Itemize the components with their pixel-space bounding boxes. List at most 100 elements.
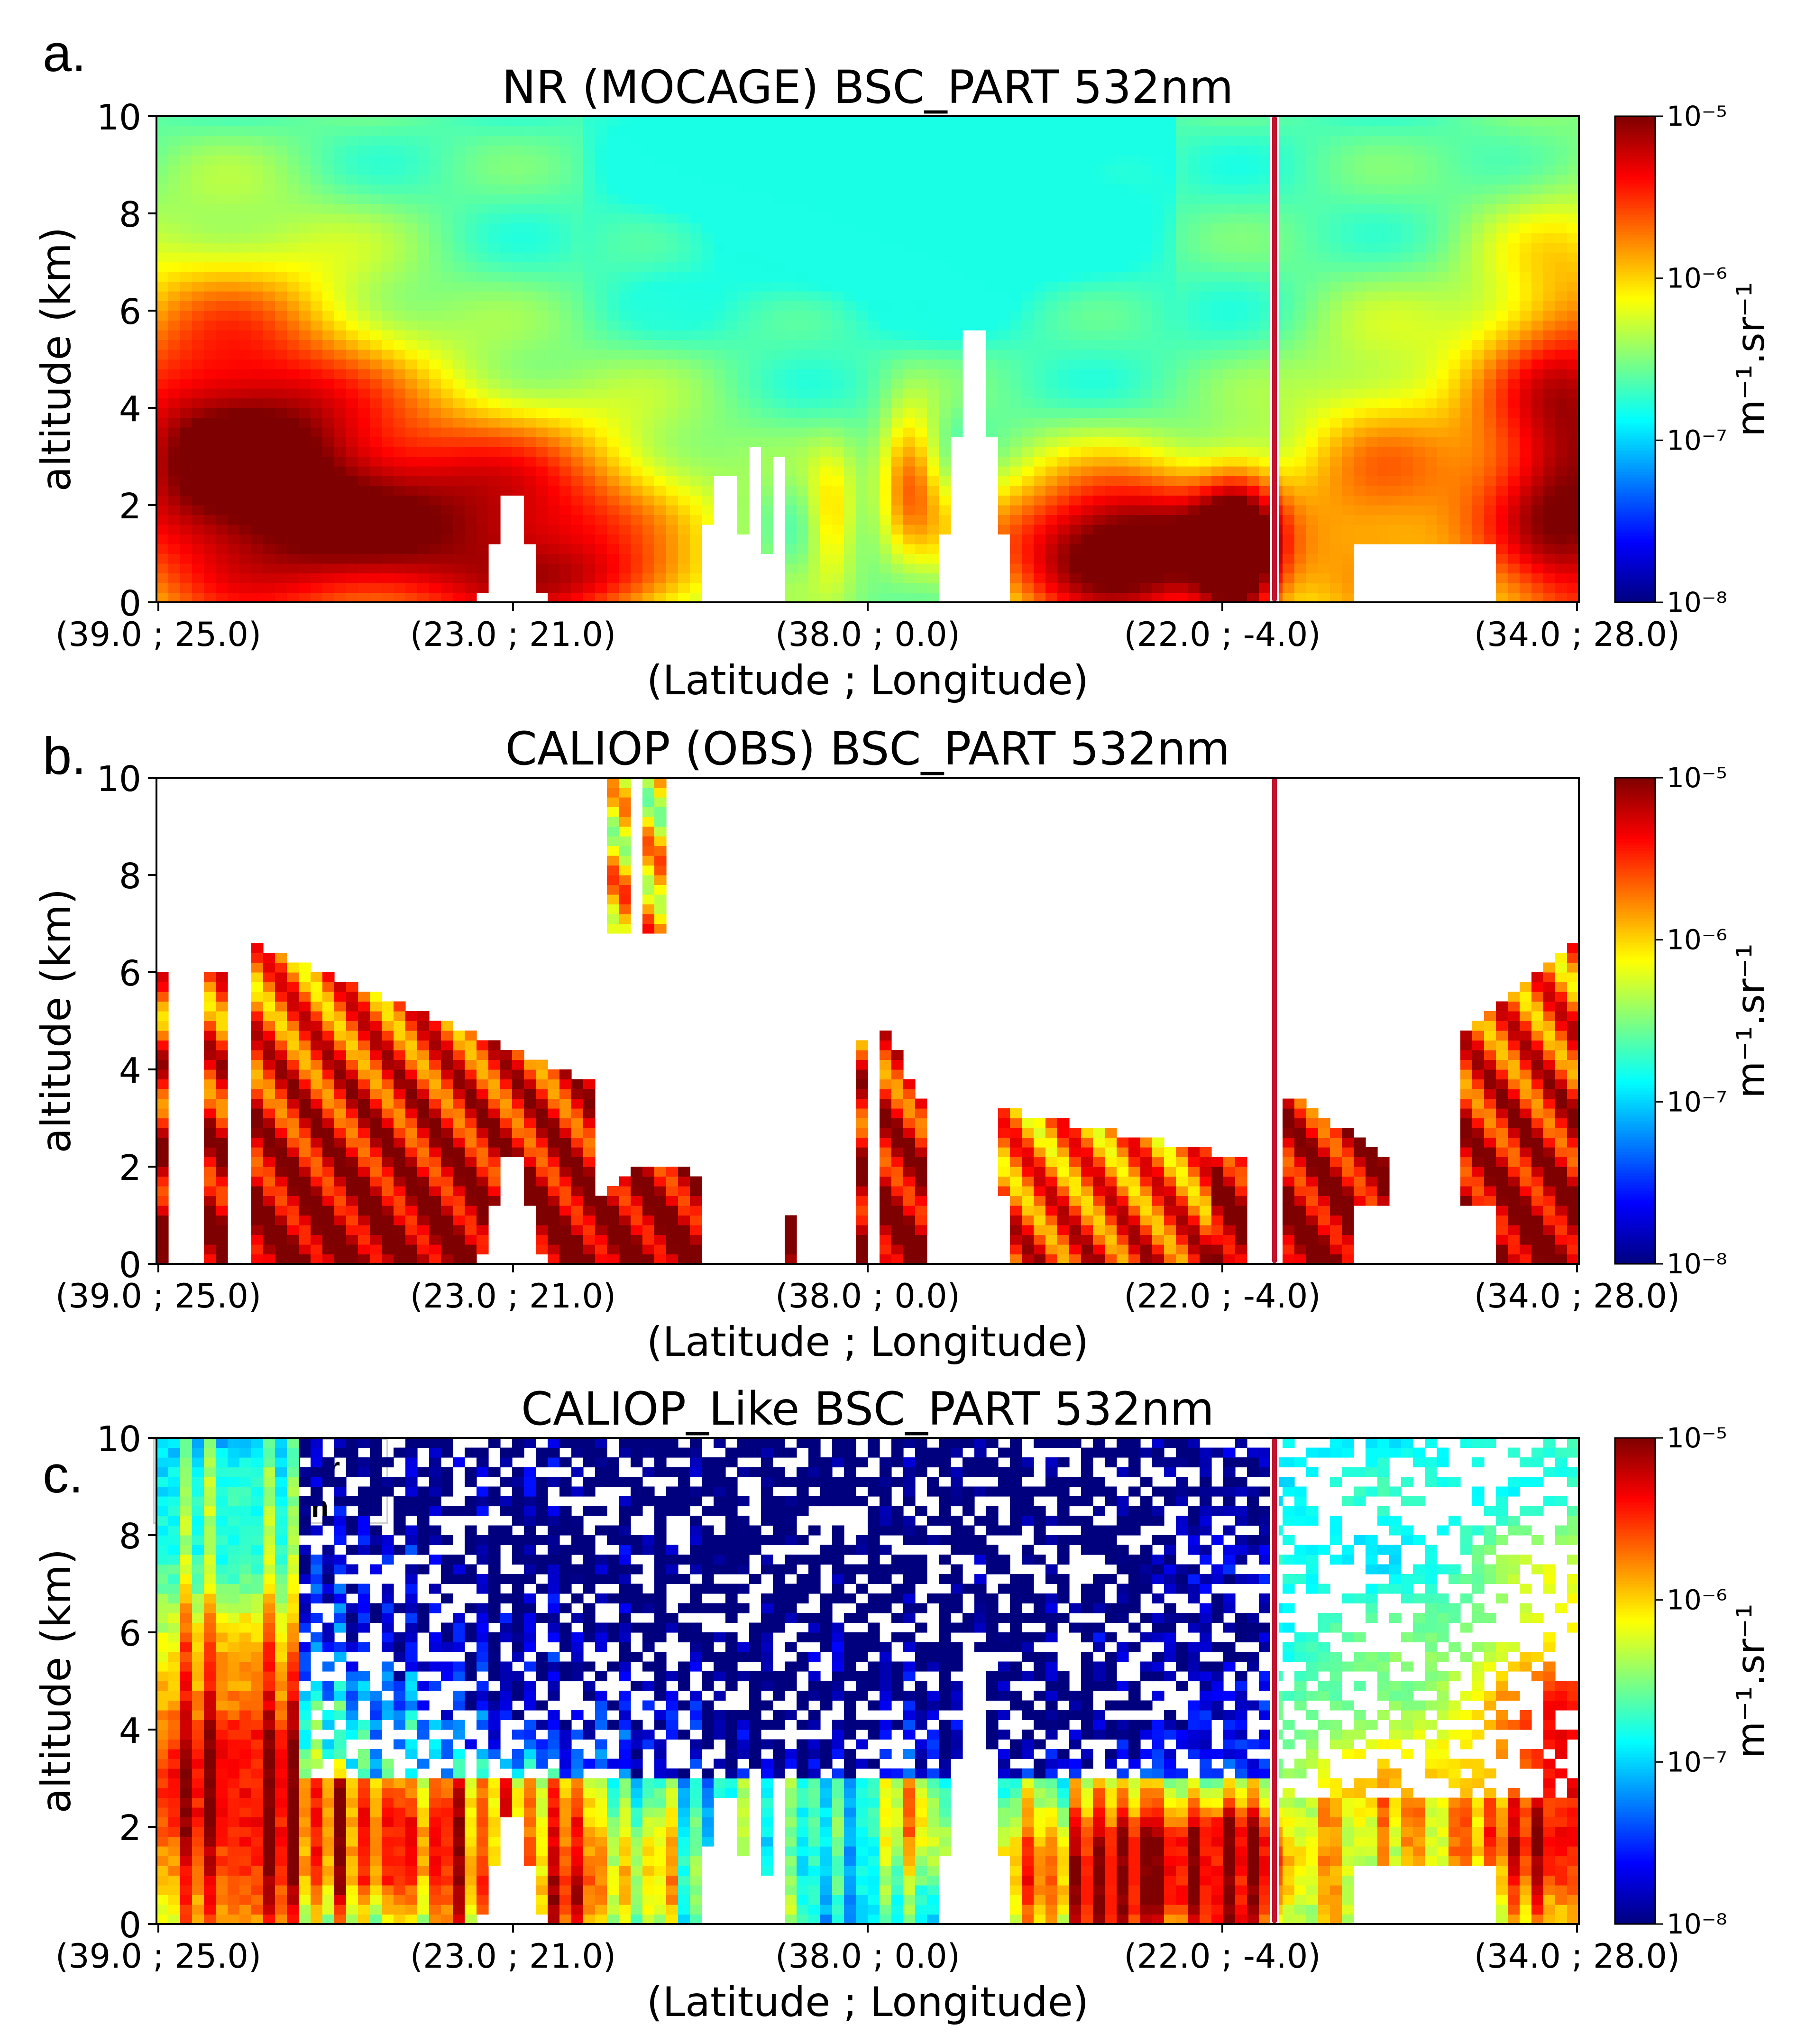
heatmap-cell [690, 175, 702, 185]
heatmap-cell [524, 340, 536, 350]
heatmap-cell [690, 145, 702, 156]
heatmap-cell [1211, 563, 1224, 574]
heatmap-cell [915, 291, 927, 302]
heatmap-cell [725, 320, 738, 331]
heatmap-cell [1105, 592, 1117, 603]
heatmap-cell [1069, 213, 1082, 224]
heatmap-cell [1022, 320, 1034, 331]
heatmap-cell [571, 486, 584, 496]
heatmap-cell [559, 369, 572, 379]
heatmap-cell [263, 592, 275, 603]
heatmap-cell [512, 194, 524, 204]
heatmap-cell [891, 126, 904, 136]
heatmap-cell [595, 553, 607, 564]
heatmap-cell [1128, 203, 1141, 214]
heatmap-cell [251, 320, 264, 331]
heatmap-cell [1010, 262, 1022, 272]
heatmap-cell [417, 544, 430, 554]
heatmap-cell [773, 369, 785, 379]
heatmap-cell [631, 466, 643, 477]
heatmap-cell [394, 369, 406, 379]
heatmap-cell [986, 330, 999, 341]
heatmap-cell [204, 281, 216, 292]
heatmap-cell [666, 126, 678, 136]
heatmap-cell [1259, 252, 1271, 263]
heatmap-cell [1259, 495, 1271, 506]
heatmap-cell [737, 175, 750, 185]
heatmap-cell [642, 505, 655, 516]
heatmap-cell [548, 272, 560, 282]
heatmap-cell [927, 252, 939, 263]
heatmap-cell [429, 340, 441, 350]
heatmap-cell [1057, 340, 1070, 350]
heatmap-cell [1247, 116, 1259, 127]
heatmap-cell [465, 155, 477, 166]
heatmap-cell [702, 175, 714, 185]
heatmap-cell [1034, 408, 1046, 418]
heatmap-cell [1105, 456, 1117, 467]
heatmap-cell [1117, 417, 1129, 428]
heatmap-cell [1389, 340, 1402, 350]
heatmap-cell [1306, 378, 1319, 389]
heatmap-cell [903, 350, 916, 360]
heatmap-cell [559, 350, 572, 360]
heatmap-cell [1366, 495, 1378, 506]
heatmap-cell [1294, 350, 1307, 360]
heatmap-cell [168, 476, 181, 486]
heatmap-cell [512, 398, 524, 408]
heatmap-cell [488, 136, 501, 146]
heatmap-cell [1318, 272, 1330, 282]
heatmap-cell [1045, 583, 1058, 593]
heatmap-cell [204, 447, 216, 457]
heatmap-cell [417, 466, 430, 477]
heatmap-cell [1294, 262, 1307, 272]
heatmap-cell [951, 369, 963, 379]
heatmap-cell [1128, 437, 1141, 447]
heatmap-cell [797, 233, 809, 243]
heatmap-cell [927, 515, 939, 525]
heatmap-cell [405, 223, 418, 233]
heatmap-cell [1081, 515, 1093, 525]
heatmap-cell [690, 495, 702, 506]
heatmap-cell [1223, 427, 1236, 438]
heatmap-cell [1211, 408, 1224, 418]
heatmap-cell [1354, 476, 1366, 486]
heatmap-cell [322, 203, 335, 214]
heatmap-cell [1093, 369, 1105, 379]
heatmap-cell [1389, 350, 1402, 360]
heatmap-cell [1034, 515, 1046, 525]
heatmap-cell [512, 486, 524, 496]
heatmap-cell [1259, 233, 1271, 243]
heatmap-cell [168, 330, 181, 341]
heatmap-cell [963, 136, 975, 146]
heatmap-cell [263, 242, 275, 253]
heatmap-cell [1010, 320, 1022, 331]
heatmap-cell [1057, 417, 1070, 428]
heatmap-cell [1188, 301, 1200, 311]
heatmap-cell [204, 476, 216, 486]
heatmap-cell [1034, 573, 1046, 583]
heatmap-cell [797, 456, 809, 467]
heatmap-cell [429, 330, 441, 341]
heatmap-cell [642, 466, 655, 477]
heatmap-cell [844, 340, 856, 350]
heatmap-cell [1010, 165, 1022, 175]
heatmap-cell [595, 369, 607, 379]
heatmap-cell [832, 272, 844, 282]
heatmap-cell [1022, 466, 1034, 477]
heatmap-cell [1128, 417, 1141, 428]
heatmap-cell [358, 417, 370, 428]
heatmap-cell [1164, 369, 1176, 379]
heatmap-cell [275, 320, 287, 331]
heatmap-cell [1366, 194, 1378, 204]
heatmap-cell [156, 155, 169, 166]
heatmap-cell [749, 126, 761, 136]
heatmap-cell [939, 447, 951, 457]
heatmap-cell [1117, 281, 1129, 292]
heatmap-cell [441, 281, 453, 292]
heatmap-cell [441, 495, 453, 506]
heatmap-cell [287, 359, 299, 369]
heatmap-cell [998, 126, 1010, 136]
heatmap-cell [702, 213, 714, 224]
heatmap-cell [346, 320, 358, 331]
